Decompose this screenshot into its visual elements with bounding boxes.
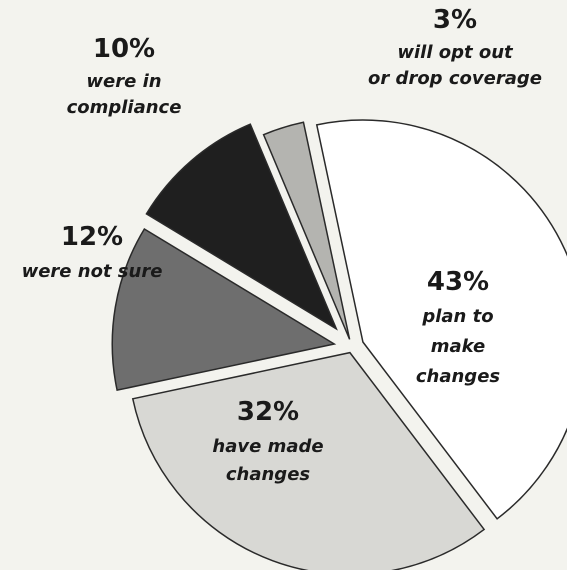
slice-description-label: plan to bbox=[421, 306, 493, 327]
slice-percent-label: 3% bbox=[433, 5, 477, 35]
slice-description-label: were in bbox=[86, 71, 161, 92]
slice-percent-label: 32% bbox=[237, 397, 299, 427]
slice-description-label: changes bbox=[416, 366, 501, 387]
pie-slice bbox=[111, 227, 337, 392]
pie-slice bbox=[315, 119, 567, 520]
slice-description-label: changes bbox=[226, 464, 311, 485]
slice-description-label: were not sure bbox=[22, 261, 163, 282]
slice-percent-label: 12% bbox=[61, 222, 123, 252]
pie-slice bbox=[145, 123, 338, 331]
slice-percent-label: 43% bbox=[427, 267, 489, 297]
slice-percent-label: 10% bbox=[93, 34, 155, 64]
slice-description-label: or drop coverage bbox=[368, 68, 542, 89]
slice-description-label: make bbox=[431, 336, 485, 357]
pie-slice bbox=[262, 121, 351, 340]
slice-description-label: compliance bbox=[67, 97, 182, 118]
pie-slice bbox=[131, 351, 486, 570]
slice-description-label: have made bbox=[212, 436, 323, 457]
slice-description-label: will opt out bbox=[397, 42, 514, 63]
